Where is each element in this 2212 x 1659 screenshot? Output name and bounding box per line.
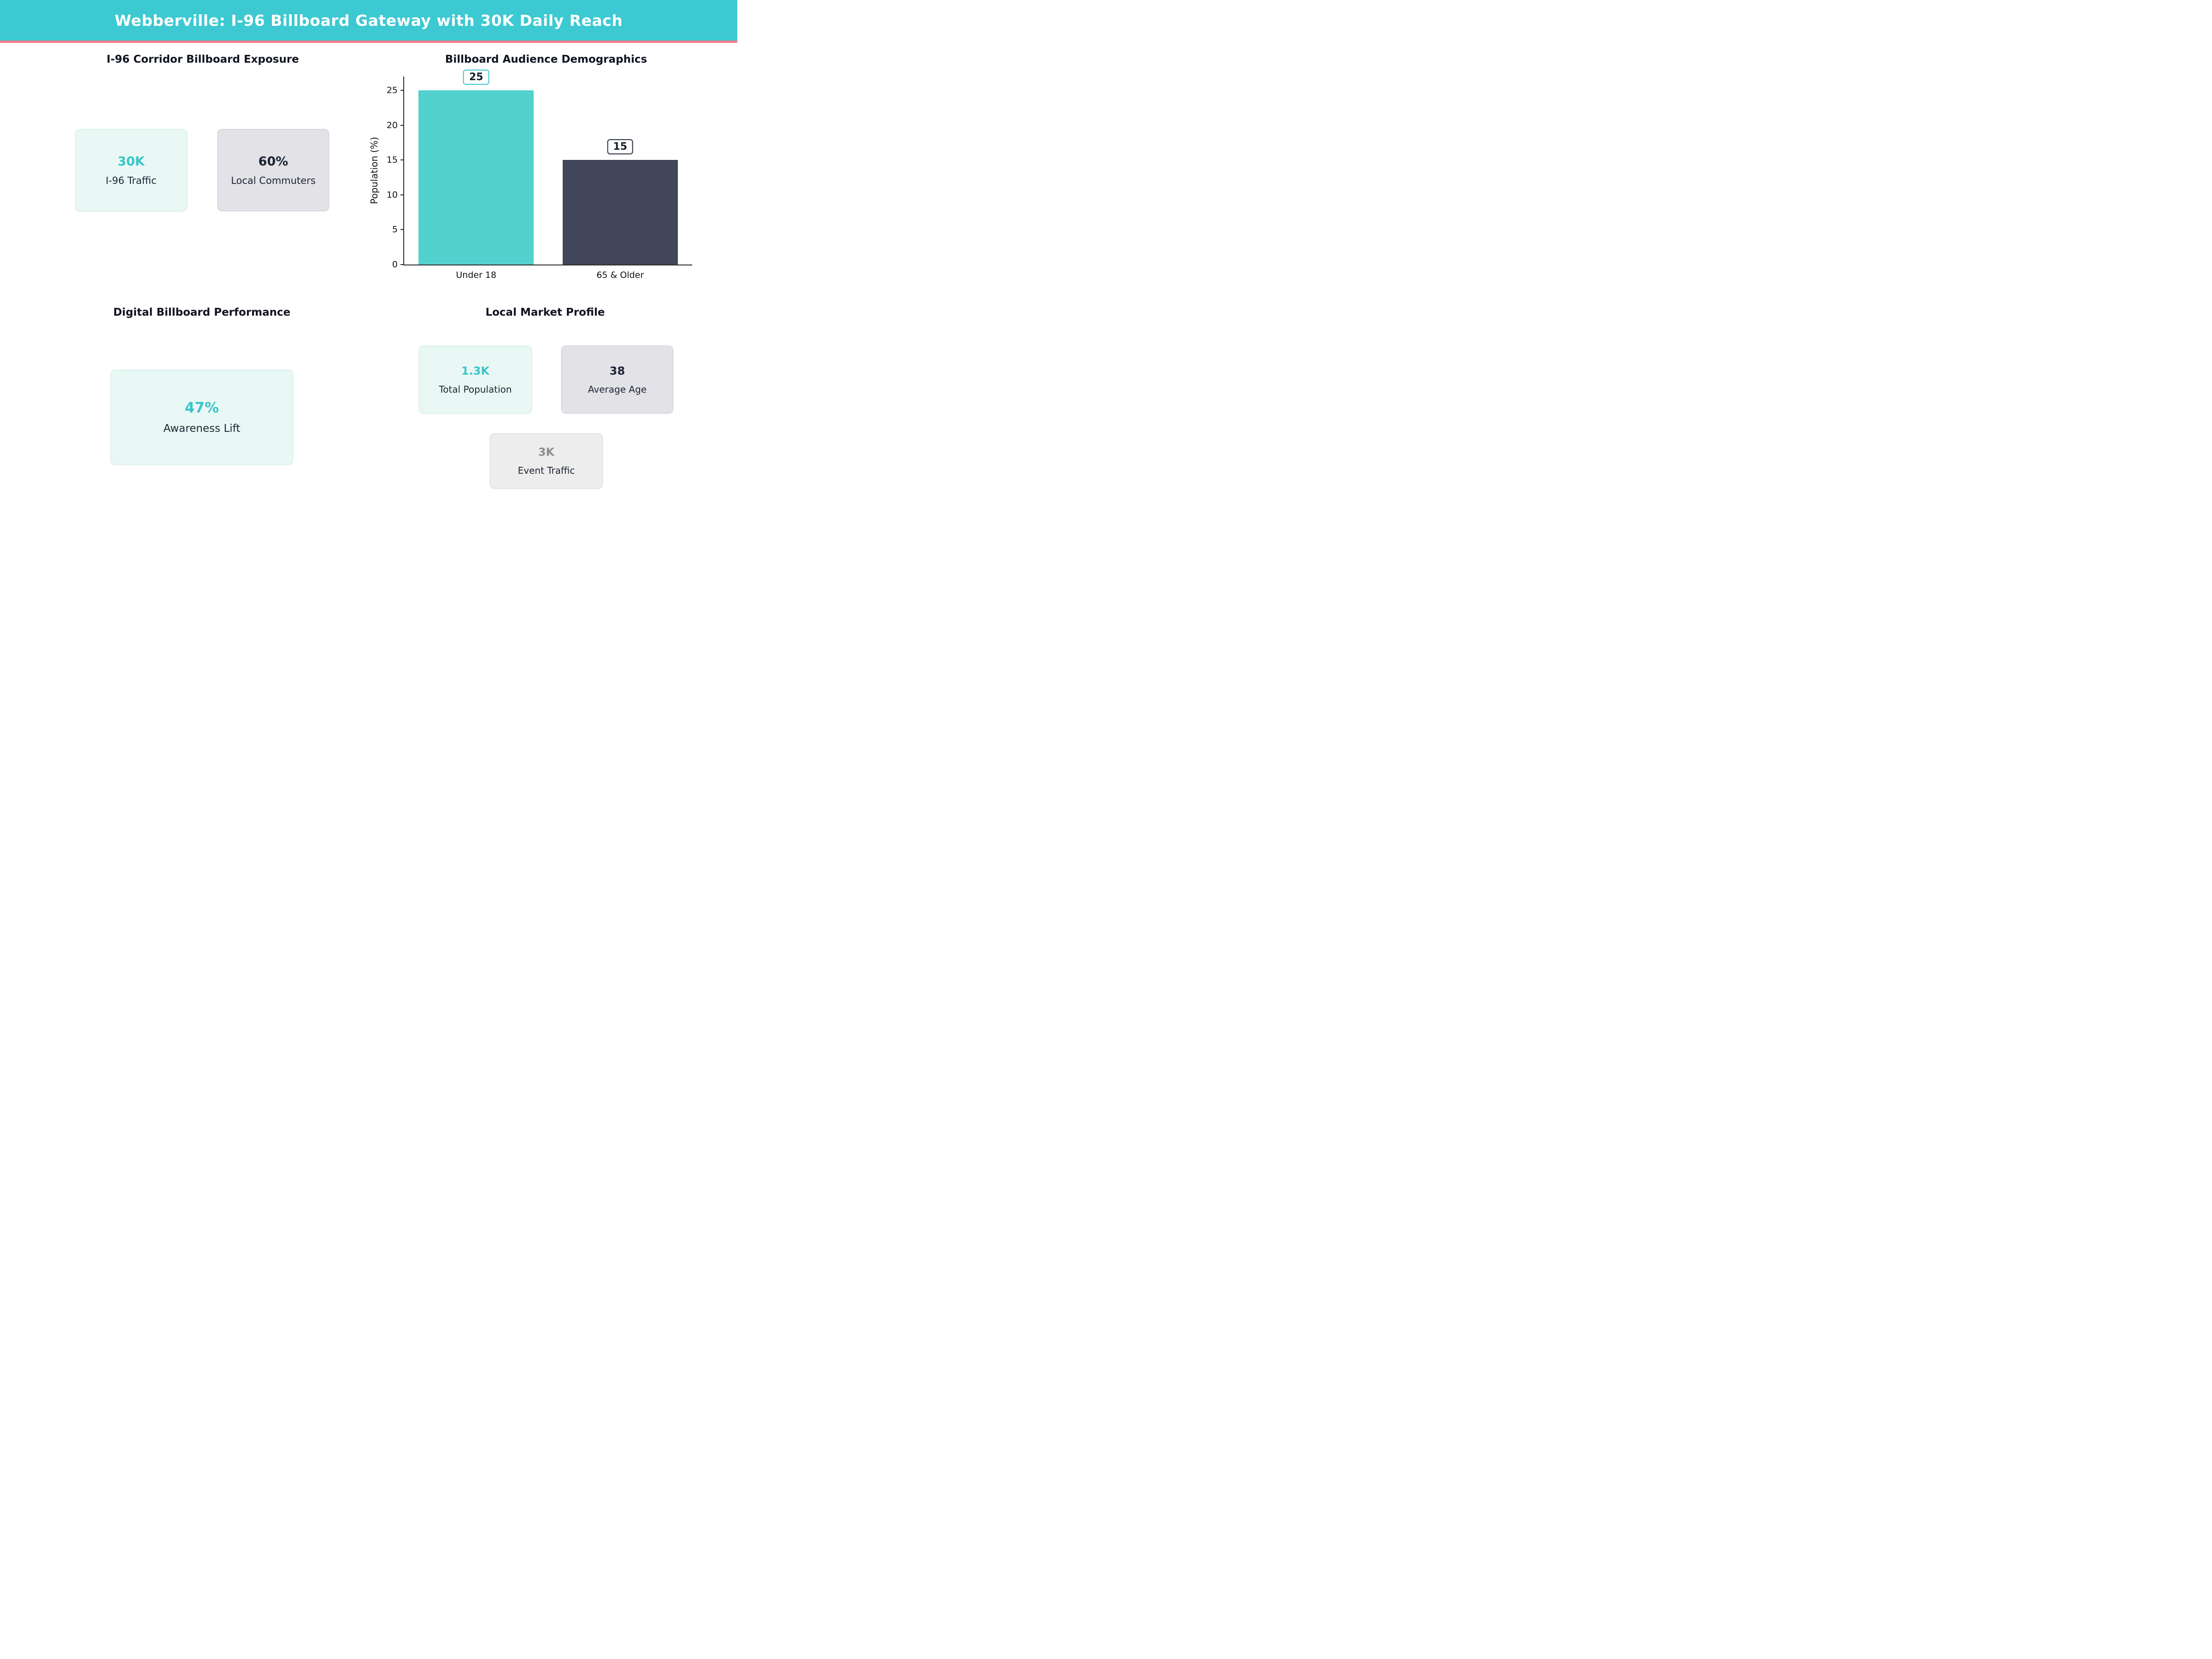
stat-card-event-traffic: 3K Event Traffic — [490, 433, 603, 488]
y-tick-label: 10 — [386, 189, 398, 200]
bar-chart-plot: 0 5 10 15 20 25 25 Under 18 15 65 & Older — [387, 70, 692, 280]
y-tick-label: 0 — [392, 259, 398, 270]
stat-label: Average Age — [588, 383, 647, 395]
stat-label: Total Population — [439, 383, 512, 395]
y-tick-mark — [400, 159, 404, 161]
y-tick-label: 5 — [392, 224, 398, 235]
y-tick-label: 20 — [386, 120, 398, 130]
stat-value: 3K — [538, 446, 555, 459]
stat-value: 47% — [184, 400, 219, 416]
section-title-demographics: Billboard Audience Demographics — [445, 53, 647, 65]
x-tick-label: Under 18 — [456, 270, 497, 280]
stat-value: 60% — [258, 154, 288, 169]
bar-under-18 — [418, 90, 534, 265]
section-title-performance: Digital Billboard Performance — [113, 306, 291, 318]
stat-value: 38 — [609, 364, 625, 377]
page-title: Webberville: I-96 Billboard Gateway with… — [114, 11, 623, 29]
stat-card-awareness-lift: 47% Awareness Lift — [111, 370, 293, 465]
stat-label: Local Commuters — [231, 175, 316, 186]
stat-label: Awareness Lift — [163, 423, 241, 435]
stat-value: 30K — [118, 154, 145, 169]
y-tick-mark — [400, 229, 404, 230]
y-tick-mark — [400, 194, 404, 195]
y-tick-label: 15 — [386, 155, 398, 165]
section-title-market: Local Market Profile — [485, 306, 605, 318]
bar-value-label: 25 — [463, 70, 489, 85]
dashboard: Webberville: I-96 Billboard Gateway with… — [0, 0, 737, 553]
bar-value-label: 15 — [607, 139, 634, 155]
stat-card-average-age: 38 Average Age — [561, 346, 673, 413]
y-tick-label: 25 — [386, 85, 398, 96]
stat-card-total-population: 1.3K Total Population — [419, 346, 532, 413]
bar-65-older — [562, 160, 678, 265]
stat-label: Event Traffic — [518, 465, 575, 476]
section-title-exposure: I-96 Corridor Billboard Exposure — [106, 53, 299, 65]
header-banner: Webberville: I-96 Billboard Gateway with… — [0, 0, 737, 43]
stat-value: 1.3K — [461, 364, 490, 377]
stat-card-i96-traffic: 30K I-96 Traffic — [75, 129, 187, 211]
stat-card-local-commuters: 60% Local Commuters — [218, 129, 329, 211]
y-tick-mark — [400, 264, 404, 265]
y-tick-mark — [400, 90, 404, 91]
y-axis-label: Population (%) — [369, 136, 380, 205]
stat-label: I-96 Traffic — [106, 175, 157, 186]
x-tick-label: 65 & Older — [596, 270, 644, 280]
y-tick-mark — [400, 124, 404, 126]
